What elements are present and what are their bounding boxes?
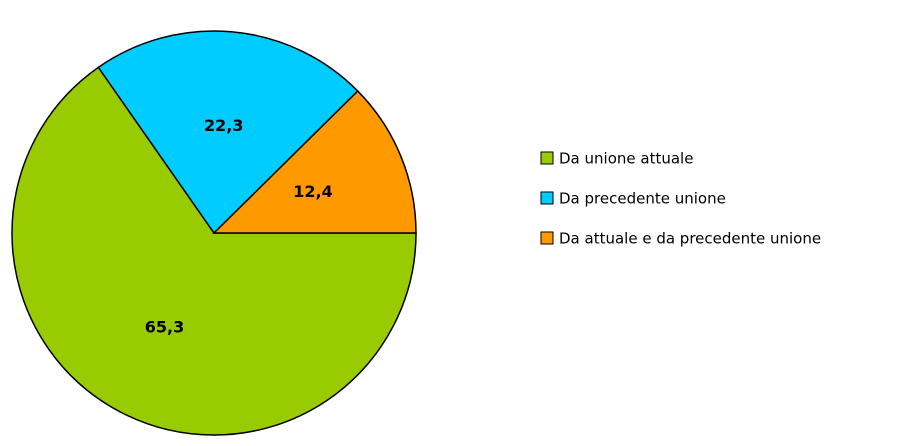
legend-swatch: [540, 151, 554, 165]
value-label: 22,3: [204, 116, 243, 135]
legend-label: Da precedente unione: [559, 190, 726, 208]
legend-swatch: [540, 231, 554, 245]
legend-swatch: [540, 191, 554, 205]
value-label: 12,4: [293, 182, 332, 201]
value-label: 65,3: [145, 317, 184, 336]
legend-label: Da attuale e da precedente unione: [559, 230, 821, 248]
pie-slice: [11, 66, 417, 436]
pie-slice: [97, 30, 359, 235]
pie-slice: [212, 90, 417, 234]
legend-label: Da unione attuale: [559, 150, 693, 168]
